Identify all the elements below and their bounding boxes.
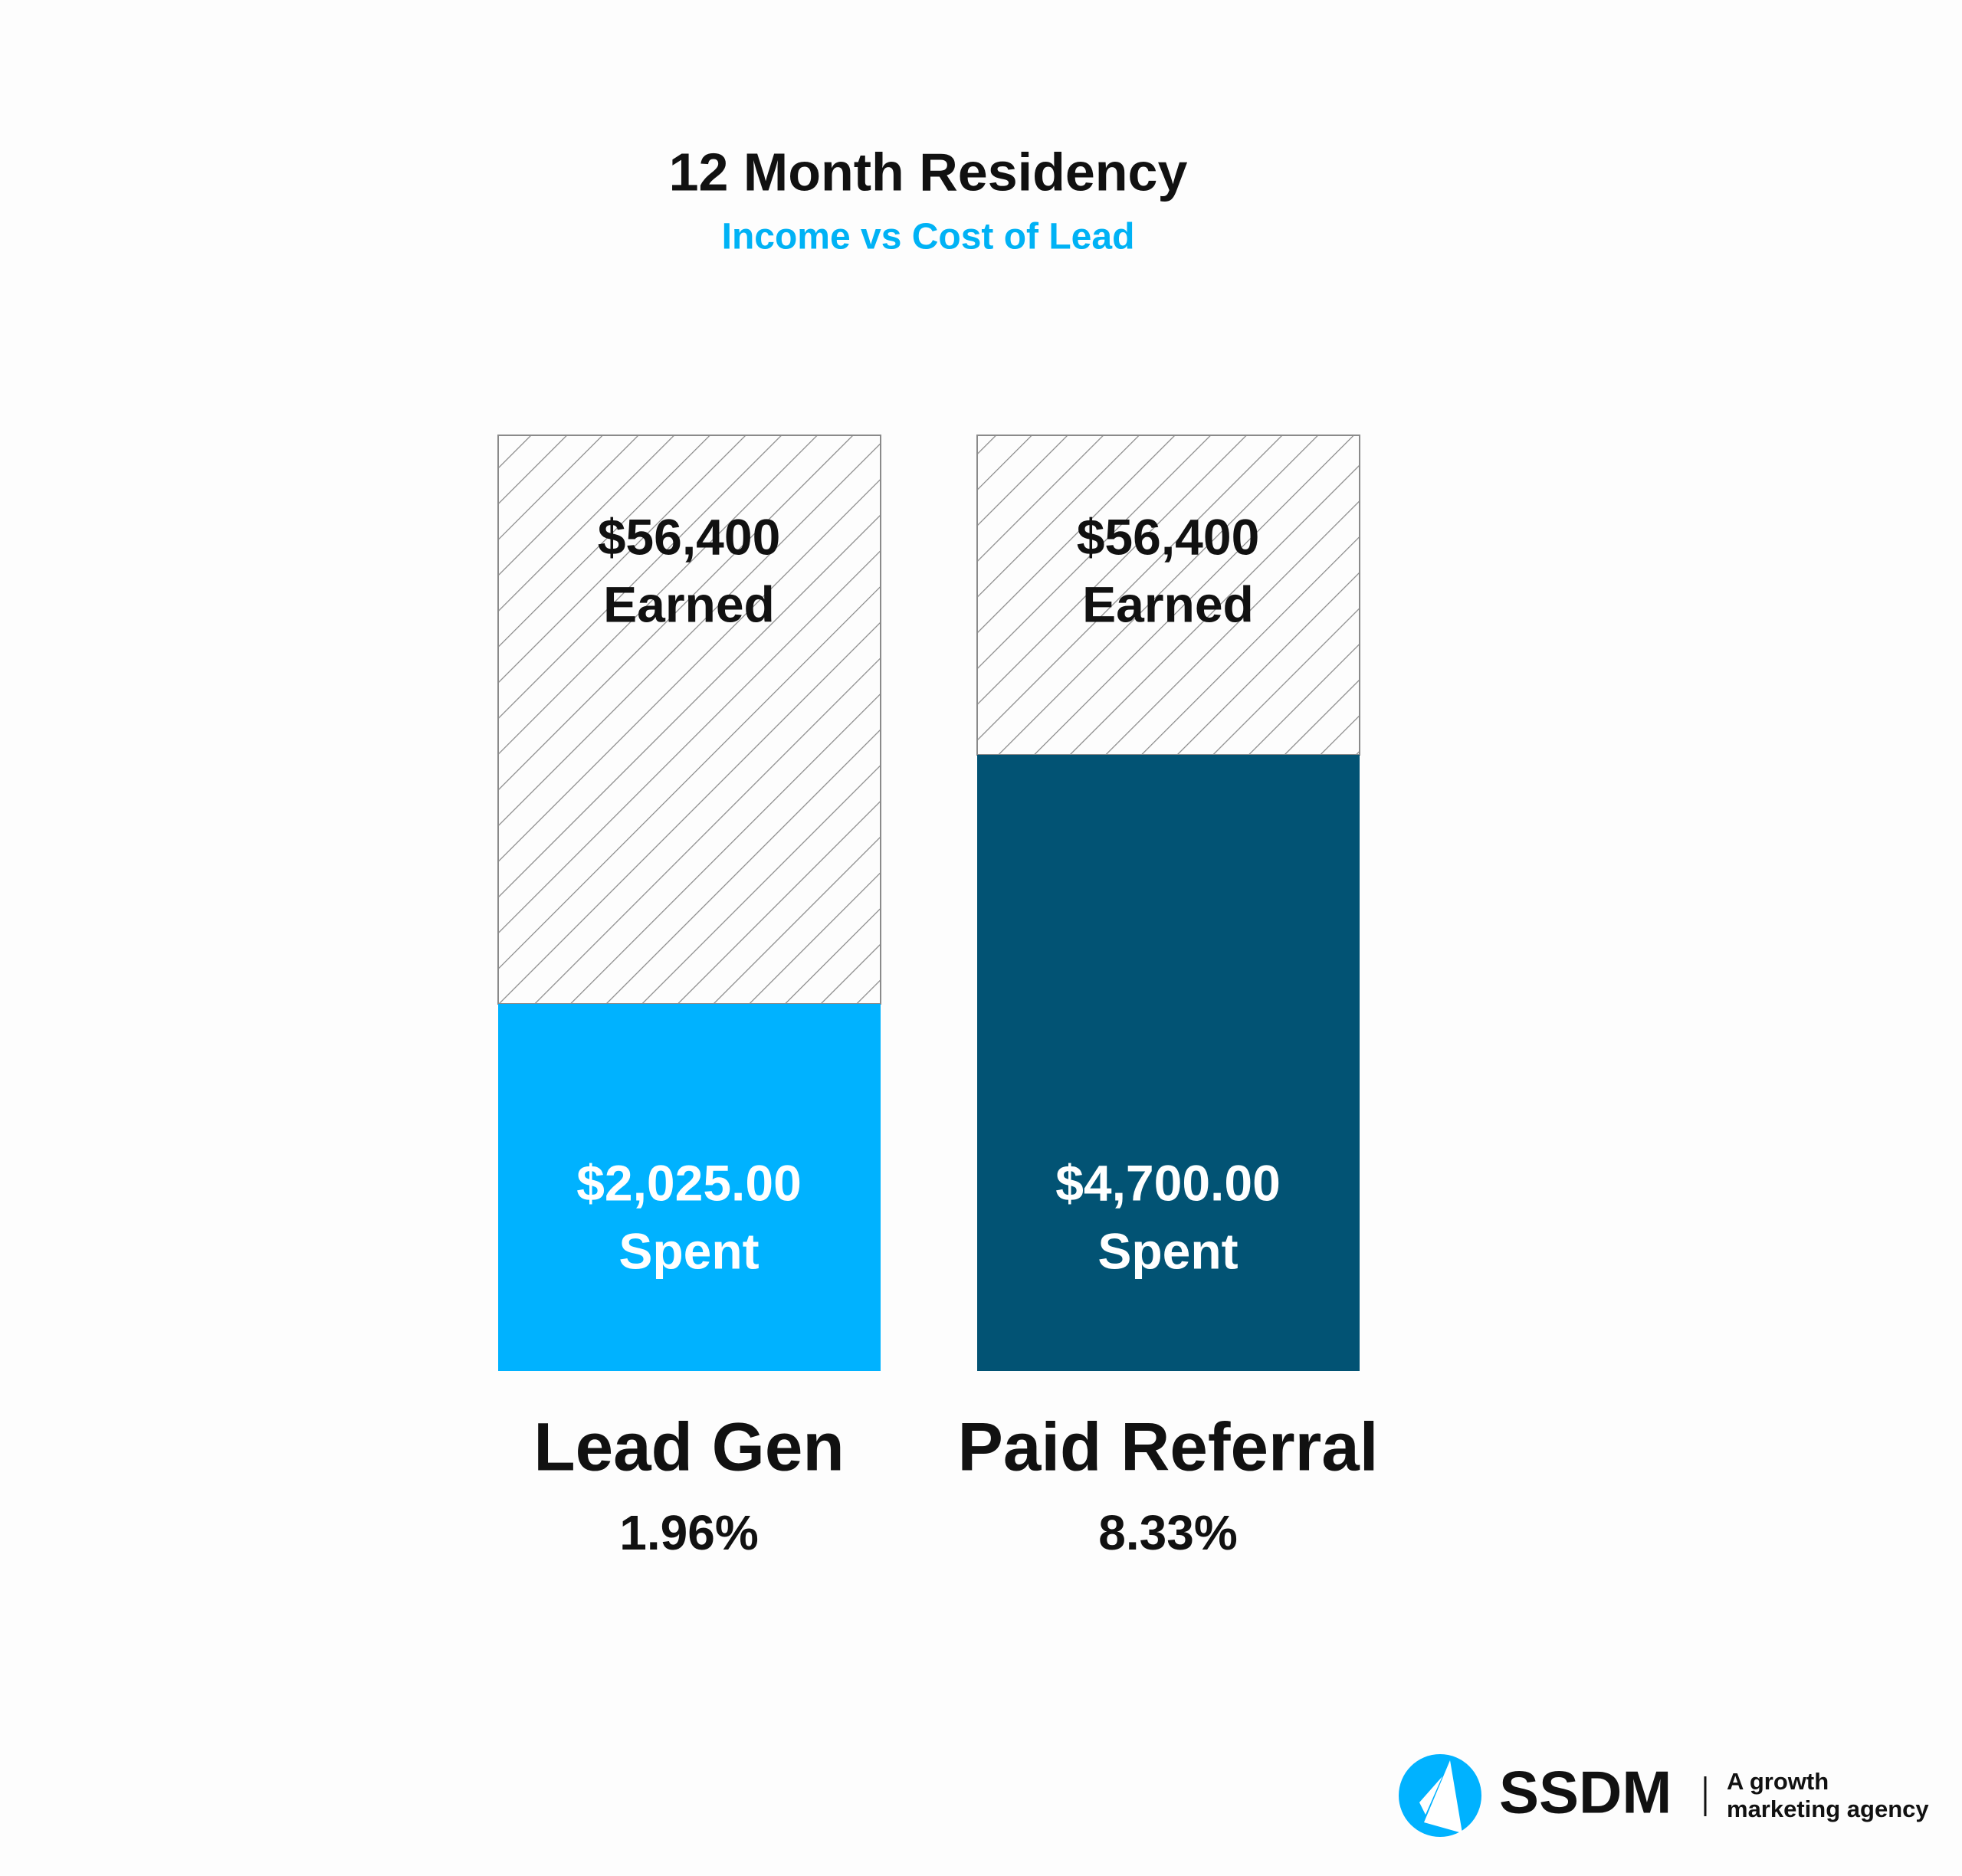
column-name: Paid Referral [957,1409,1378,1485]
earned-amount: $56,400 [598,508,781,565]
logo-brand: SSDM [1499,1759,1672,1826]
logo: SSDM A growth marketing agency [1399,1754,1929,1837]
column-name: Lead Gen [533,1409,845,1485]
earned-amount: $56,400 [1077,508,1260,565]
earned-label: Earned [603,576,775,632]
subtitle: Income vs Cost of Lead [722,217,1135,257]
spent-amount: $4,700.00 [1055,1154,1281,1211]
percent: 1.96% [619,1505,758,1560]
earned-block [976,435,1360,756]
spent-block [498,1004,881,1371]
spent-label: Spent [1097,1222,1238,1279]
column: $56,400 Earned $4,700.00 Spent Paid Refe… [957,435,1379,1560]
logo-tagline: marketing agency [1727,1796,1929,1822]
logo-sail [1419,1760,1462,1833]
earned-block [497,435,881,1005]
logo-tagline: A growth [1727,1768,1829,1795]
title: 12 Month Residency [669,142,1188,202]
spent-label: Spent [618,1222,759,1279]
column: $56,400 Earned $2,025.00 Spent Lead Gen … [497,435,881,1560]
percent: 8.33% [1098,1505,1237,1560]
spent-amount: $2,025.00 [576,1154,802,1211]
spent-block [977,755,1360,1371]
earned-label: Earned [1082,576,1254,632]
